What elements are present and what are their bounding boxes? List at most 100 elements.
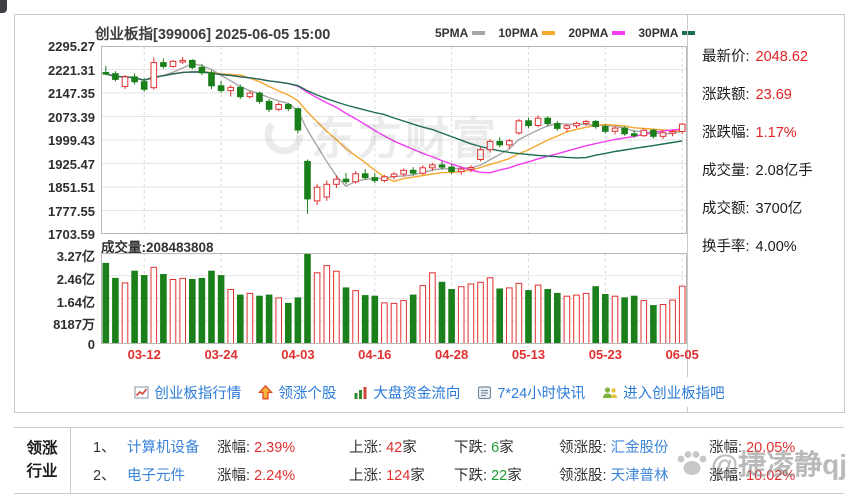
link-index-quote[interactable]: 创业板指行情 xyxy=(134,382,241,403)
price-tick: 1999.43 xyxy=(48,133,95,148)
stat-label: 成交量: xyxy=(702,163,750,179)
sector-rows: 1、 计算机设备 涨幅: 2.39% 上涨: 42家 下跌: 6家 领涨股: 汇… xyxy=(71,428,844,493)
leader-gain: 涨幅: 10.02% xyxy=(709,464,795,485)
bar-chart-icon xyxy=(354,386,367,399)
gain-value: 2.24% xyxy=(254,468,296,485)
leader-gain-value: 20.05% xyxy=(746,439,796,456)
link-index-forum[interactable]: 进入创业板指吧 xyxy=(602,382,725,403)
legend-label: 10PMA xyxy=(498,26,539,40)
stat-value: 23.69 xyxy=(755,87,792,103)
sector-link[interactable]: 电子元件 xyxy=(127,468,185,485)
stat-volume: 成交量: 2.08亿手 xyxy=(702,159,813,180)
news-icon xyxy=(478,385,492,399)
price-tick: 2073.39 xyxy=(48,109,95,125)
header-line: 领涨 xyxy=(26,440,58,458)
ma-legend: 5PMA 10PMA 20PMA 30PMA xyxy=(435,26,696,40)
leader-label: 领涨股: xyxy=(559,468,607,485)
price-tick: 1777.55 xyxy=(48,203,95,219)
table-header-leading-sectors: 领涨 行业 xyxy=(14,428,71,493)
leader-gain: 涨幅: 20.05% xyxy=(709,436,795,457)
price-tick: 1925.47 xyxy=(48,156,95,172)
leader-stock-link[interactable]: 天津普林 xyxy=(610,468,669,485)
legend-label: 20PMA xyxy=(568,26,609,40)
link-24h-news[interactable]: 7*24小时快讯 xyxy=(477,382,585,403)
volume-label: 成交量:208483808 xyxy=(101,240,214,255)
date-tick: 05-23 xyxy=(588,347,622,362)
stats-panel: 最新价: 2048.62 涨跌额: 23.69 涨跌幅: 1.17% 成交量: 2.08… xyxy=(688,15,844,412)
stat-label: 涨跌幅: xyxy=(702,125,750,141)
up-suffix: 家 xyxy=(402,439,417,456)
volume-bar-chart[interactable] xyxy=(101,253,687,344)
link-label: 7*24小时快讯 xyxy=(497,385,586,402)
volume-tick: 0 xyxy=(87,337,95,352)
sector-link[interactable]: 计算机设备 xyxy=(127,439,200,456)
up-suffix: 家 xyxy=(410,468,425,485)
leader-gain-label: 涨幅: xyxy=(709,439,743,456)
ma30-swatch-icon xyxy=(682,31,696,35)
leader-gain-label: 涨幅: xyxy=(709,468,743,485)
up-arrow-icon xyxy=(258,384,274,399)
leading-sectors-table: 领涨 行业 1、 计算机设备 涨幅: 2.39% 上涨: 42家 下跌: 6家 … xyxy=(14,427,844,494)
gain-label: 涨幅: xyxy=(217,468,251,485)
legend-label: 30PMA xyxy=(638,26,679,40)
stat-value: 1.17% xyxy=(755,125,797,141)
candlestick-chart[interactable] xyxy=(101,46,687,234)
sector-gain: 涨幅: 2.39% xyxy=(217,436,349,457)
ma10-swatch-icon xyxy=(542,31,556,35)
price-tick: 1703.59 xyxy=(48,227,95,242)
leader-stock: 领涨股: 天津普林 xyxy=(559,464,709,485)
down-label: 下跌: xyxy=(454,468,488,485)
stat-value: 2.08亿手 xyxy=(755,163,813,179)
link-label: 领涨个股 xyxy=(278,385,337,402)
down-suffix: 家 xyxy=(507,468,522,485)
stat-label: 换手率: xyxy=(702,239,750,255)
link-label: 创业板指行情 xyxy=(154,385,242,402)
leader-stock: 领涨股: 汇金股份 xyxy=(559,436,709,457)
link-market-money-flow[interactable]: 大盘资金流向 xyxy=(353,382,460,403)
rank: 1、 xyxy=(93,439,116,456)
date-tick: 05-13 xyxy=(511,347,546,362)
sector-gain: 涨幅: 2.24% xyxy=(217,464,349,485)
stat-value: 2048.62 xyxy=(755,49,808,65)
up-label: 上涨: xyxy=(349,468,383,485)
legend-item-5pma: 5PMA xyxy=(435,26,486,40)
down-count-value: 22 xyxy=(491,468,508,485)
quick-links-row: 创业板指行情 领涨个股 大盘资金流向 7*24小时快讯 进入创业板指吧 xyxy=(16,377,843,407)
stat-label: 最新价: xyxy=(702,49,750,65)
stat-value: 4.00% xyxy=(755,239,797,255)
table-row: 1、 计算机设备 涨幅: 2.39% 上涨: 42家 下跌: 6家 领涨股: 汇… xyxy=(71,436,844,457)
stat-change-percent: 涨跌幅: 1.17% xyxy=(702,121,797,142)
legend-label: 5PMA xyxy=(435,26,469,40)
date-tick: 04-28 xyxy=(435,347,469,362)
price-tick: 1851.51 xyxy=(48,180,95,195)
date-tick: 04-16 xyxy=(358,347,392,362)
date-tick: 03-24 xyxy=(204,347,238,362)
volume-tick: 2.46亿 xyxy=(56,271,95,287)
down-suffix: 家 xyxy=(499,439,514,456)
table-row: 2、 电子元件 涨幅: 2.24% 上涨: 124家 下跌: 22家 领涨股: … xyxy=(71,464,844,485)
up-count: 上涨: 124家 xyxy=(349,464,454,485)
ma5-swatch-icon xyxy=(472,31,486,35)
down-count-value: 6 xyxy=(491,439,500,456)
leader-label: 领涨股: xyxy=(559,439,607,456)
gain-label: 涨幅: xyxy=(217,439,251,456)
stat-label: 成交额: xyxy=(702,201,750,217)
stat-label: 涨跌额: xyxy=(702,87,750,103)
header-line: 行业 xyxy=(26,462,58,480)
date-tick: 04-03 xyxy=(281,347,315,362)
date-tick: 03-12 xyxy=(127,347,161,362)
volume-tick: 8187万 xyxy=(53,317,95,333)
corner-mark xyxy=(0,0,7,13)
link-top-gainers[interactable]: 领涨个股 xyxy=(258,382,336,403)
link-label: 进入创业板指吧 xyxy=(623,385,725,402)
volume-tick: 3.27亿 xyxy=(56,249,95,264)
stats-divider xyxy=(687,15,688,412)
rank: 2、 xyxy=(93,468,116,485)
chart-panel: 创业板指[399006] 2025-06-05 15:00 5PMA 10PMA… xyxy=(14,14,845,413)
down-label: 下跌: xyxy=(454,439,488,456)
leader-gain-value: 10.02% xyxy=(746,468,796,485)
leader-stock-link[interactable]: 汇金股份 xyxy=(610,439,669,456)
stat-value: 3700亿 xyxy=(755,201,803,217)
stat-turnover-amount: 成交额: 3700亿 xyxy=(702,197,802,218)
